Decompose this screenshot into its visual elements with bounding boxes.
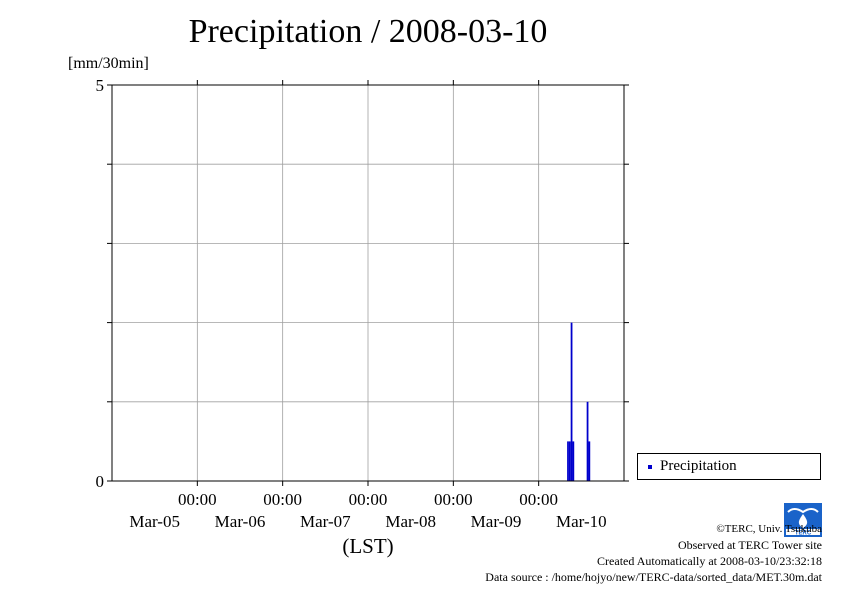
- legend: Precipitation: [637, 453, 821, 480]
- created-text: Created Automatically at 2008-03-10/23:3…: [597, 554, 822, 568]
- logo-text: TERC: [795, 531, 812, 537]
- x-tick-time-label: 00:00: [519, 490, 558, 509]
- x-tick-time-label: 00:00: [434, 490, 473, 509]
- precipitation-bar: [567, 441, 569, 481]
- observed-text: Observed at TERC Tower site: [677, 538, 822, 552]
- copyright-text: ©TERC, Univ. Tsukuba: [716, 523, 822, 535]
- x-day-label: Mar-05: [129, 512, 180, 531]
- terc-logo-icon: TERC: [784, 503, 822, 537]
- x-tick-time-label: 00:00: [349, 490, 388, 509]
- x-day-label: Mar-09: [471, 512, 522, 531]
- x-axis-label: (LST): [342, 534, 393, 558]
- y-axis-unit-label: [mm/30min]: [68, 55, 149, 72]
- credits-block: ©TERC, Univ. Tsukuba Observed at TERC To…: [485, 521, 822, 585]
- x-day-label: Mar-06: [215, 512, 266, 531]
- x-day-label: Mar-07: [300, 512, 351, 531]
- x-day-label: Mar-10: [556, 512, 607, 531]
- precipitation-bar: [568, 441, 571, 481]
- source-text: Data source : /home/hojyo/new/TERC-data/…: [485, 570, 822, 584]
- y-tick-label: 0: [96, 472, 105, 491]
- precipitation-bar: [586, 401, 589, 481]
- legend-label: Precipitation: [660, 458, 737, 474]
- precipitation-bar: [588, 441, 591, 481]
- chart-title: Precipitation / 2008-03-10: [188, 13, 548, 50]
- precipitation-bar: [572, 441, 575, 481]
- precipitation-bar: [570, 322, 573, 481]
- legend-swatch: [648, 465, 652, 469]
- x-tick-time-label: 00:00: [263, 490, 302, 509]
- x-day-label: Mar-08: [385, 512, 436, 531]
- y-tick-label: 5: [96, 76, 105, 95]
- x-tick-time-label: 00:00: [178, 490, 217, 509]
